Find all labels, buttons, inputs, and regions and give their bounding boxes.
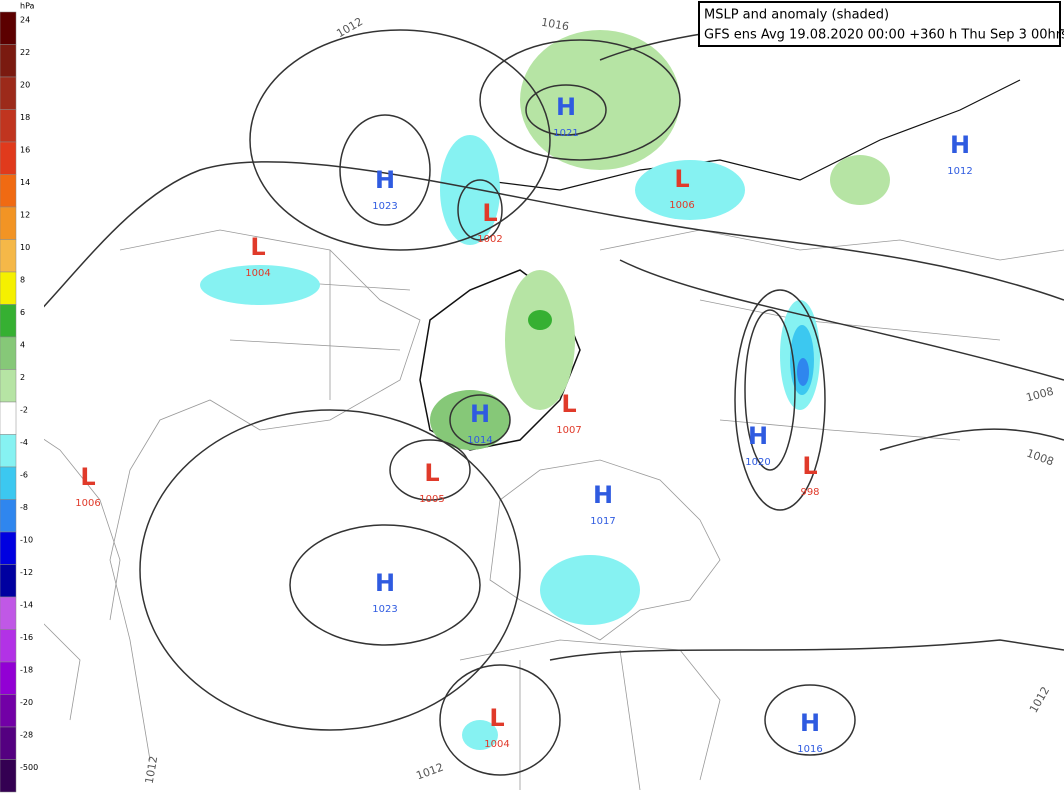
legend-label: -28 [20, 731, 33, 740]
center-value: 1017 [590, 516, 615, 527]
legend-label: -20 [20, 698, 33, 707]
legend-label: 24 [20, 16, 30, 25]
isobar-label: 1016 [540, 16, 570, 34]
legend-swatch [0, 109, 17, 143]
center-letter: H [556, 93, 576, 121]
center-value: 1002 [477, 234, 502, 245]
legend-swatch [0, 661, 17, 695]
legend-label: -16 [20, 633, 33, 642]
center-letter: H [375, 166, 395, 194]
center-value: 1020 [745, 457, 770, 468]
center-value: 998 [800, 487, 819, 498]
legend-label: 16 [20, 146, 30, 155]
legend-swatch [0, 596, 17, 630]
legend-swatch [0, 44, 17, 78]
center-value: 1005 [419, 494, 444, 505]
legend-swatch [0, 206, 17, 240]
center-value: 1004 [245, 268, 270, 279]
legend-label: 4 [20, 341, 25, 350]
legend-label: 22 [20, 48, 30, 57]
legend-swatch [0, 141, 17, 175]
center-value: 1021 [553, 128, 578, 139]
legend-swatch [0, 629, 17, 663]
center-value: 1014 [467, 435, 492, 446]
legend-label: -4 [20, 438, 28, 447]
center-letter: H [593, 481, 613, 509]
center-letter: L [250, 233, 265, 261]
legend-swatch [0, 759, 17, 793]
legend-label: -10 [20, 536, 33, 545]
legend-label: 20 [20, 81, 30, 90]
center-value: 1006 [75, 498, 100, 509]
anomaly-shading [200, 30, 890, 750]
legend-label: 8 [20, 276, 25, 285]
legend-swatch [0, 564, 17, 598]
center-letter: H [375, 569, 395, 597]
center-value: 1004 [484, 739, 509, 750]
legend-swatch [0, 239, 17, 273]
legend-label: -2 [20, 406, 28, 415]
center-letter: H [748, 422, 768, 450]
legend-swatch [0, 271, 17, 305]
center-letter: H [800, 709, 820, 737]
legend-label: 2 [20, 373, 25, 382]
legend-swatch [0, 726, 17, 760]
header-title: MSLP and anomaly (shaded) [704, 8, 889, 23]
center-letter: L [674, 165, 689, 193]
legend-label: 14 [20, 178, 30, 187]
center-value: 1023 [372, 201, 397, 212]
legend-label: -12 [20, 568, 33, 577]
legend-label: -8 [20, 503, 28, 512]
legend-swatch [0, 401, 17, 435]
legend-swatch [0, 434, 17, 468]
header-box: MSLP and anomaly (shaded) GFS ens Avg 19… [698, 1, 1064, 47]
center-letter: L [802, 452, 817, 480]
legend-unit: hPa [20, 2, 35, 11]
legend-swatch [0, 369, 17, 403]
legend-swatch [0, 499, 17, 533]
center-letter: L [80, 463, 95, 491]
legend-label: -500 [20, 763, 38, 772]
legend-label: 18 [20, 113, 30, 122]
center-letter: H [470, 400, 490, 428]
legend-swatch [0, 531, 17, 565]
center-letter: H [950, 131, 970, 159]
legend-swatch [0, 336, 17, 370]
legend-label: -18 [20, 666, 33, 675]
legend-swatch [0, 304, 17, 338]
center-value: 1012 [947, 166, 972, 177]
legend-label: 6 [20, 308, 25, 317]
legend-label: 10 [20, 243, 30, 252]
center-value: 1006 [669, 200, 694, 211]
legend-swatch [0, 466, 17, 500]
legend-swatch [0, 11, 17, 45]
legend-label: 12 [20, 211, 30, 220]
center-value: 1023 [372, 604, 397, 615]
isobar-label: 1012 [143, 755, 161, 785]
isobars [0, 19, 1064, 776]
legend-label: -14 [20, 601, 33, 610]
legend-label: -6 [20, 471, 28, 480]
center-letter: L [424, 459, 439, 487]
center-letter: L [561, 390, 576, 418]
legend-swatch [0, 174, 17, 208]
center-letter: L [482, 199, 497, 227]
legend-swatch [0, 694, 17, 728]
center-letter: L [489, 704, 504, 732]
center-value: 1016 [797, 744, 822, 755]
header-subtitle: GFS ens Avg 19.08.2020 00:00 +360 h Thu … [704, 28, 1064, 43]
center-value: 1007 [556, 425, 581, 436]
legend-swatch [0, 76, 17, 110]
